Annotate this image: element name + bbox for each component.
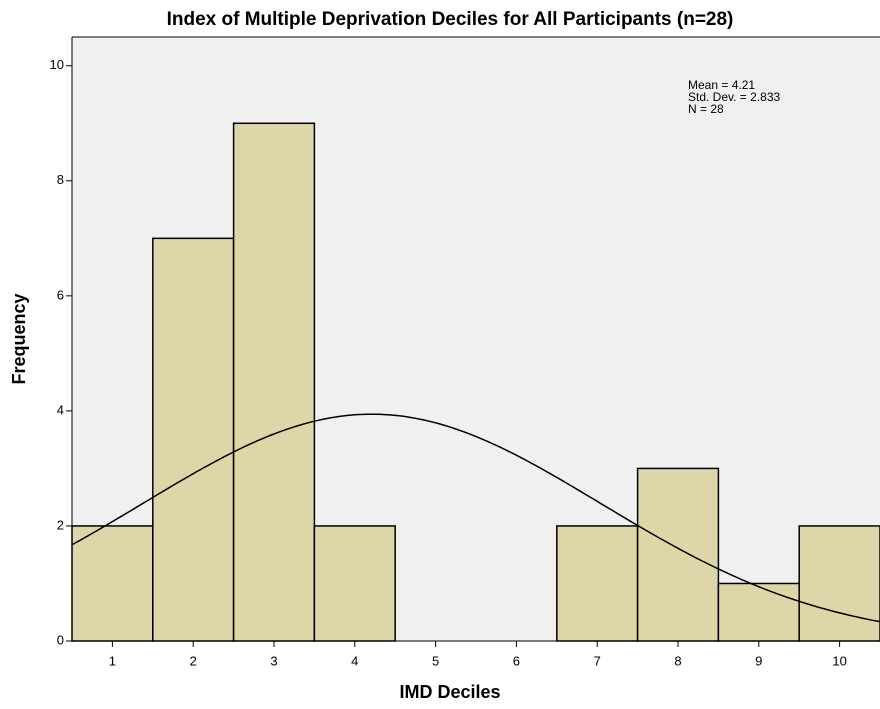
bar <box>636 467 720 642</box>
x-tick-label: 4 <box>351 653 358 668</box>
y-axis-title: Frequency <box>9 293 29 384</box>
y-tick-label: 8 <box>57 172 64 187</box>
x-tick-label: 9 <box>755 653 762 668</box>
normal-curve <box>71 413 880 623</box>
x-tick-label: 2 <box>190 653 197 668</box>
bar <box>798 525 880 642</box>
chart-title: Index of Multiple Deprivation Deciles fo… <box>167 9 734 30</box>
bar <box>313 525 396 642</box>
x-tick-label: 6 <box>513 653 520 668</box>
annotation: Std. Dev. = 2.833 <box>688 90 780 104</box>
y-tick-label: 2 <box>57 517 64 532</box>
y-tick-label: 4 <box>57 402 64 417</box>
x-axis-title: IMD Deciles <box>399 682 500 702</box>
x-tick-label: 8 <box>674 653 681 668</box>
bar <box>232 122 316 642</box>
x-tick-label: 5 <box>432 653 439 668</box>
x-tick-label: 7 <box>594 653 601 668</box>
bar <box>71 525 154 642</box>
annotation: Mean = 4.21 <box>688 78 755 92</box>
y-tick-label: 6 <box>57 287 64 302</box>
annotation: N = 28 <box>688 102 724 116</box>
x-tick-label: 3 <box>270 653 277 668</box>
x-tick-label: 10 <box>832 653 846 668</box>
y-tick-label: 0 <box>57 632 64 647</box>
bar <box>152 237 235 642</box>
bar <box>717 582 800 642</box>
bar <box>556 525 639 642</box>
x-tick-label: 1 <box>109 653 116 668</box>
y-tick-label: 10 <box>50 57 64 72</box>
